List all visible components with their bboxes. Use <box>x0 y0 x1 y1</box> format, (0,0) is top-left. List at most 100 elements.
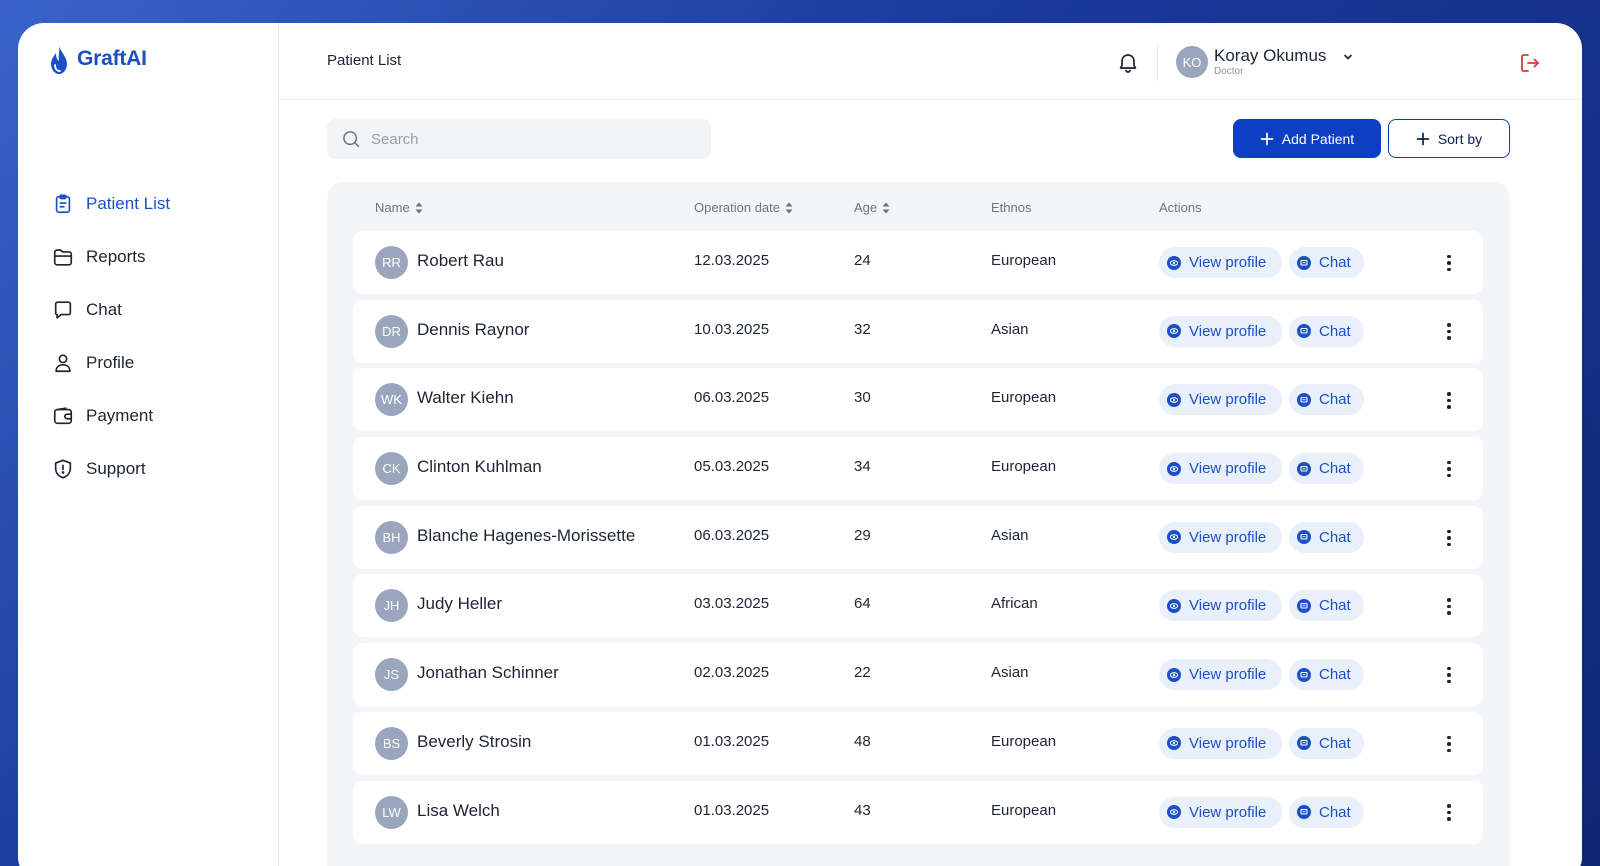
chat-icon <box>1297 598 1311 613</box>
more-options-icon[interactable] <box>1437 388 1461 412</box>
chat-button[interactable]: Chat <box>1289 727 1364 759</box>
more-options-icon[interactable] <box>1437 320 1461 344</box>
eye-icon <box>1167 667 1181 682</box>
view-profile-button[interactable]: View profile <box>1159 384 1282 416</box>
view-profile-button[interactable]: View profile <box>1159 247 1282 278</box>
chat-button[interactable]: Chat <box>1289 453 1364 485</box>
table-row[interactable]: BS Beverly Strosin 01.03.2025 48 Europea… <box>353 711 1483 775</box>
patient-age: 29 <box>854 526 871 544</box>
patient-ethnos: African <box>991 595 1038 613</box>
user-menu[interactable]: KO Koray Okumus Doctor <box>1176 46 1354 78</box>
patient-ethnos: Asian <box>991 320 1029 338</box>
chat-bubble-icon <box>52 299 74 321</box>
patient-age: 34 <box>854 458 871 476</box>
column-header-actions: Actions <box>1159 200 1202 215</box>
chat-button[interactable]: Chat <box>1289 796 1364 828</box>
patient-name: Lisa Welch <box>417 800 500 820</box>
plus-icon <box>1416 132 1430 145</box>
add-patient-button[interactable]: Add Patient <box>1233 119 1381 158</box>
sidebar-item-reports[interactable]: Reports <box>52 230 170 283</box>
table-row[interactable]: RR Robert Rau 12.03.2025 24 European Vie… <box>353 231 1483 294</box>
chat-button[interactable]: Chat <box>1289 590 1364 622</box>
sort-by-button[interactable]: Sort by <box>1388 119 1510 158</box>
chat-label: Chat <box>1319 803 1351 821</box>
more-options-icon[interactable] <box>1437 663 1461 687</box>
sidebar-item-label: Profile <box>86 352 135 372</box>
table-row[interactable]: JS Jonathan Schinner 02.03.2025 22 Asian… <box>353 643 1483 707</box>
patient-ethnos: European <box>991 732 1057 750</box>
avatar: CK <box>375 452 408 486</box>
table-row[interactable]: WK Walter Kiehn 06.03.2025 30 European V… <box>353 368 1483 432</box>
operation-date: 01.03.2025 <box>694 801 770 819</box>
logo[interactable]: GraftAI <box>49 43 147 75</box>
sort-by-label: Sort by <box>1437 130 1483 147</box>
view-profile-button[interactable]: View profile <box>1159 315 1282 347</box>
view-profile-button[interactable]: View profile <box>1159 453 1282 485</box>
column-header-label: Name <box>375 200 410 215</box>
more-options-icon[interactable] <box>1437 457 1461 481</box>
sidebar-item-patient-list[interactable]: Patient List <box>52 177 170 230</box>
chat-button[interactable]: Chat <box>1289 659 1364 691</box>
column-header-name[interactable]: Name <box>375 200 423 215</box>
view-profile-label: View profile <box>1189 391 1267 409</box>
sidebar-item-support[interactable]: Support <box>52 442 170 495</box>
table-row[interactable]: DR Dennis Raynor 10.03.2025 32 Asian Vie… <box>353 299 1483 363</box>
sidebar-item-label: Patient List <box>86 193 171 213</box>
table-row[interactable]: CK Clinton Kuhlman 05.03.2025 34 Europea… <box>353 437 1483 501</box>
user-icon <box>52 352 74 374</box>
view-profile-button[interactable]: View profile <box>1159 796 1282 828</box>
operation-date: 01.03.2025 <box>694 732 770 750</box>
chat-label: Chat <box>1319 666 1351 684</box>
bell-icon[interactable] <box>1116 51 1140 75</box>
more-options-icon[interactable] <box>1437 732 1461 756</box>
chat-button[interactable]: Chat <box>1289 315 1364 347</box>
avatar: WK <box>375 383 408 417</box>
sidebar-item-label: Payment <box>86 405 154 425</box>
sidebar-item-label: Reports <box>86 246 146 266</box>
sidebar-item-chat[interactable]: Chat <box>52 283 170 336</box>
patient-ethnos: European <box>991 801 1057 819</box>
patient-age: 43 <box>854 801 871 819</box>
column-header-age[interactable]: Age <box>854 200 890 215</box>
app-window: GraftAI Patient List Reports Chat <box>18 23 1582 866</box>
operation-date: 10.03.2025 <box>694 320 770 338</box>
operation-date: 05.03.2025 <box>694 458 770 476</box>
patient-name: Jonathan Schinner <box>417 663 559 683</box>
table-row[interactable]: LW Lisa Welch 01.03.2025 43 European Vie… <box>353 780 1483 844</box>
view-profile-button[interactable]: View profile <box>1159 590 1282 622</box>
eye-icon <box>1167 392 1181 407</box>
table-row[interactable]: BH Blanche Hagenes-Morissette 06.03.2025… <box>353 505 1483 569</box>
more-options-icon[interactable] <box>1437 594 1461 618</box>
more-options-icon[interactable] <box>1437 526 1461 550</box>
patient-ethnos: European <box>991 458 1057 476</box>
view-profile-button[interactable]: View profile <box>1159 659 1282 691</box>
sidebar-item-payment[interactable]: Payment <box>52 389 170 442</box>
avatar: RR <box>375 246 408 279</box>
chat-button[interactable]: Chat <box>1289 384 1364 416</box>
avatar: LW <box>375 795 408 829</box>
chevron-down-icon <box>1344 54 1353 60</box>
eye-icon <box>1167 530 1181 545</box>
column-header-operation-date[interactable]: Operation date <box>694 200 793 215</box>
more-options-icon[interactable] <box>1437 251 1461 275</box>
chat-button[interactable]: Chat <box>1289 521 1364 553</box>
view-profile-label: View profile <box>1189 322 1267 340</box>
folder-icon <box>52 246 74 268</box>
patient-age: 24 <box>854 252 871 269</box>
view-profile-label: View profile <box>1189 254 1267 271</box>
sort-icon <box>415 202 423 213</box>
more-options-icon[interactable] <box>1437 801 1461 825</box>
logout-icon[interactable] <box>1518 51 1542 75</box>
view-profile-button[interactable]: View profile <box>1159 727 1282 759</box>
wallet-icon <box>52 405 74 427</box>
sidebar-item-profile[interactable]: Profile <box>52 336 170 389</box>
chat-button[interactable]: Chat <box>1289 247 1364 278</box>
table-row[interactable]: JH Judy Heller 03.03.2025 64 African Vie… <box>353 574 1483 638</box>
search-input[interactable] <box>371 130 691 148</box>
patient-ethnos: European <box>991 252 1057 269</box>
sort-icon <box>785 202 793 213</box>
view-profile-label: View profile <box>1189 666 1267 684</box>
search-box[interactable] <box>327 119 711 159</box>
view-profile-button[interactable]: View profile <box>1159 521 1282 553</box>
avatar: BH <box>375 520 408 554</box>
